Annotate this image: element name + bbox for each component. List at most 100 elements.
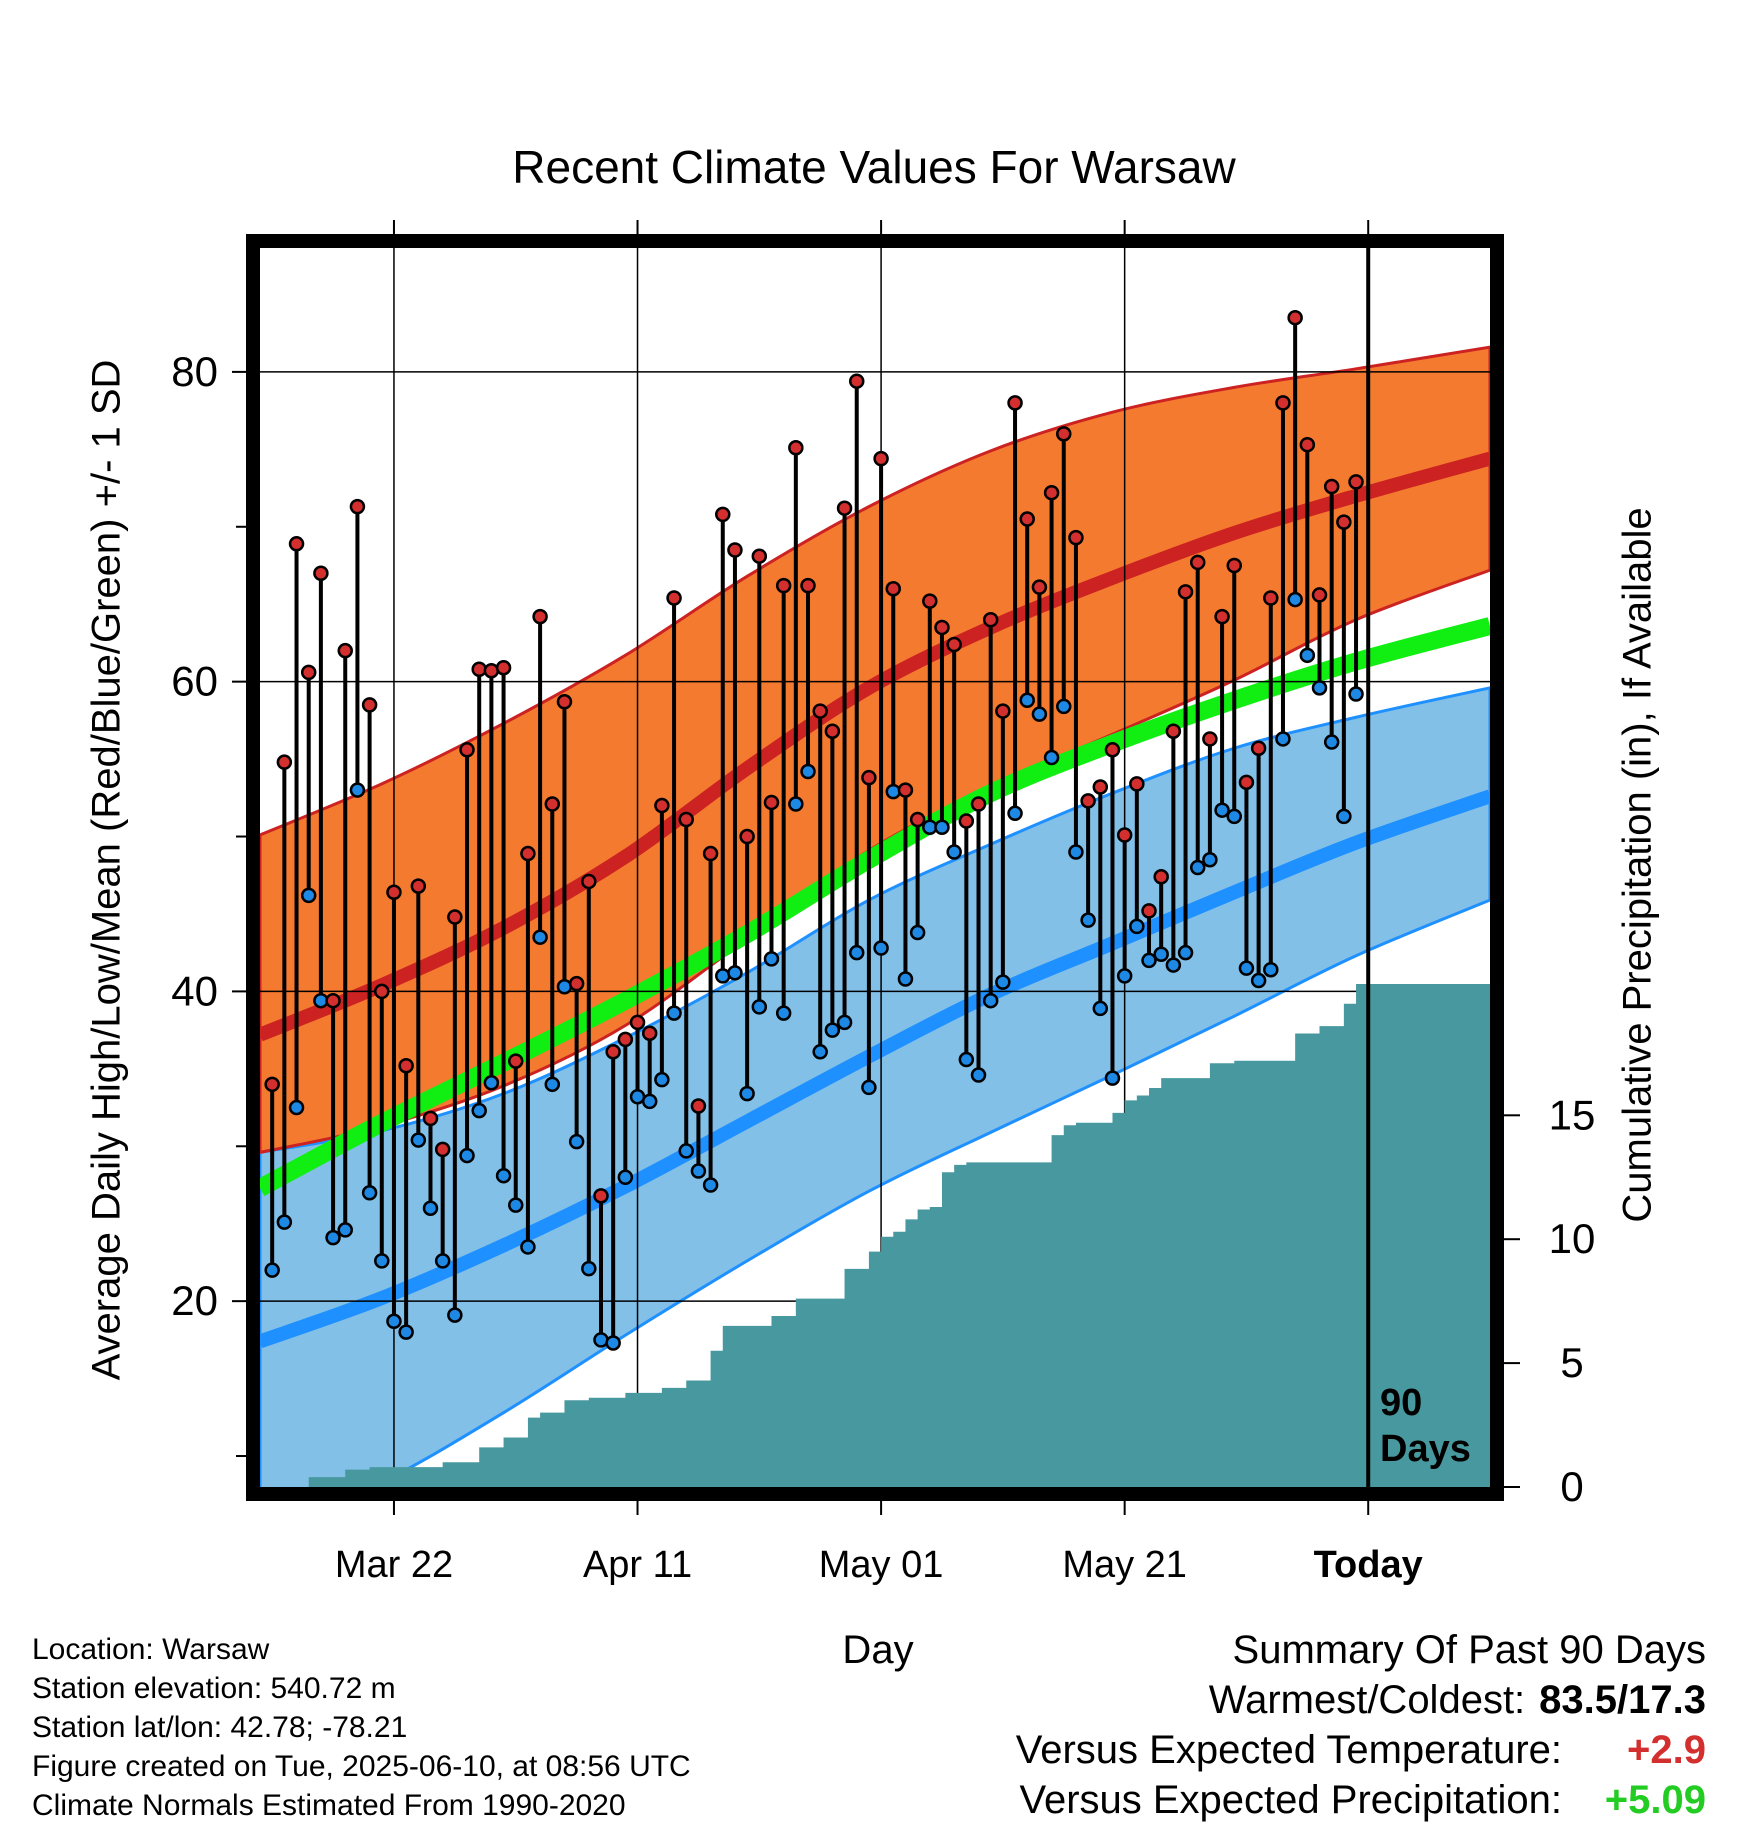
- daily-low-point: [1116, 968, 1133, 984]
- x-tick-label: Today: [1314, 1544, 1423, 1586]
- daily-low-point: [1141, 952, 1157, 969]
- daily-low-point: [982, 992, 999, 1009]
- daily-low-point: [1202, 852, 1218, 868]
- daily-low-point: [775, 1005, 792, 1021]
- x-tick-label: Apr 11: [583, 1544, 692, 1586]
- daily-high-point: [544, 796, 561, 812]
- daily-low-point: [824, 1022, 841, 1038]
- daily-low-point: [605, 1335, 621, 1351]
- daily-low-point: [386, 1313, 402, 1330]
- latlon-text: Station lat/lon: 42.78; -78.21: [32, 1711, 408, 1744]
- daily-high-point: [617, 1031, 634, 1048]
- daily-high-point: [288, 536, 305, 552]
- normals-text: Climate Normals Estimated From 1990-2020: [32, 1789, 626, 1822]
- daily-low-point: [544, 1076, 561, 1093]
- daily-high-point: [995, 703, 1011, 719]
- daily-high-point: [349, 498, 366, 515]
- daily-high-point: [982, 611, 999, 628]
- temp-departure-value: +2.9: [1627, 1728, 1706, 1772]
- summary-precip-row: Versus Expected Precipitation: +5.09: [1016, 1775, 1706, 1825]
- warm-cold-value: 83.5/17.3: [1539, 1678, 1706, 1722]
- daily-high-point: [1165, 723, 1182, 739]
- days-marker-label: 90 Days: [1380, 1380, 1471, 1472]
- daily-high-point: [1104, 742, 1121, 758]
- daily-high-point: [666, 590, 682, 606]
- y-right-tick-label: 10: [1549, 1215, 1596, 1262]
- daily-low-point: [556, 979, 573, 995]
- daily-low-point: [507, 1197, 524, 1213]
- days-marker-word: Days: [1380, 1428, 1471, 1470]
- daily-low-point: [264, 1262, 280, 1278]
- daily-high-point: [1287, 309, 1303, 326]
- daily-high-point: [374, 983, 390, 1000]
- daily-high-point: [483, 663, 500, 679]
- daily-low-point: [1287, 591, 1303, 608]
- daily-low-point: [1031, 706, 1048, 722]
- y-left-tick-label: 20: [171, 1277, 218, 1324]
- daily-high-point: [909, 811, 926, 828]
- summary-temp-row: Versus Expected Temperature: +2.9: [1016, 1725, 1706, 1775]
- daily-high-point: [885, 580, 902, 597]
- daily-high-point: [1153, 869, 1169, 885]
- summary-panel: Summary Of Past 90 Days Warmest/Coldest:…: [1016, 1625, 1706, 1825]
- daily-low-point: [751, 999, 768, 1015]
- daily-high-point: [495, 659, 512, 676]
- daily-low-point: [946, 844, 962, 860]
- daily-high-point: [824, 723, 841, 739]
- daily-low-point: [715, 968, 731, 984]
- daily-low-point: [836, 1014, 853, 1031]
- daily-low-point: [788, 796, 804, 812]
- temp-departure-label: Versus Expected Temperature:: [1015, 1728, 1562, 1772]
- station-info: Location: Warsaw Station elevation: 540.…: [32, 1630, 691, 1825]
- daily-high-point: [775, 577, 792, 594]
- daily-high-point: [1263, 590, 1279, 606]
- daily-low-point: [873, 940, 889, 956]
- daily-low-point: [459, 1147, 475, 1164]
- x-tick-label: May 01: [819, 1544, 944, 1586]
- daily-high-point: [556, 694, 573, 710]
- daily-high-point: [934, 619, 950, 636]
- daily-high-point: [897, 782, 914, 798]
- daily-high-point: [325, 992, 341, 1009]
- plot-frame: [246, 234, 1504, 1501]
- daily-high-point: [459, 742, 475, 758]
- daily-high-point: [690, 1098, 707, 1114]
- daily-low-point: [970, 1067, 987, 1083]
- daily-low-point: [909, 924, 926, 941]
- daily-low-point: [1311, 680, 1328, 696]
- daily-low-point: [1299, 647, 1316, 664]
- daily-low-point: [1068, 844, 1084, 860]
- daily-high-point: [1336, 514, 1352, 530]
- y-right-tick-label: 5: [1560, 1339, 1583, 1386]
- daily-high-point: [1348, 474, 1364, 490]
- precip-area: [260, 983, 1490, 1487]
- normal-high-line: [260, 451, 1490, 1042]
- created-text: Figure created on Tue, 2025-06-10, at 08…: [32, 1750, 691, 1783]
- daily-high-point: [678, 811, 694, 828]
- daily-low-point: [349, 782, 366, 798]
- days-marker-number: 90: [1380, 1382, 1423, 1424]
- daily-low-point: [1263, 961, 1279, 978]
- daily-high-point: [654, 797, 670, 814]
- daily-low-point: [410, 1132, 427, 1148]
- daily-low-point: [958, 1051, 975, 1068]
- daily-high-point: [386, 884, 402, 901]
- daily-high-point: [970, 796, 987, 812]
- daily-low-point: [495, 1167, 512, 1184]
- daily-high-point: [1275, 395, 1291, 411]
- daily-high-point: [1323, 478, 1340, 495]
- daily-low-point: [654, 1071, 670, 1088]
- daily-low-point: [276, 1214, 293, 1230]
- daily-low-point: [581, 1260, 597, 1277]
- daily-high-point: [1226, 557, 1243, 574]
- daily-high-point: [1068, 529, 1084, 546]
- precip-departure-value: +5.09: [1604, 1778, 1706, 1822]
- daily-high-point: [520, 845, 536, 862]
- daily-high-point: [361, 697, 378, 713]
- daily-low-point: [398, 1324, 414, 1340]
- daily-high-point: [434, 1141, 451, 1158]
- daily-high-point: [300, 664, 317, 681]
- daily-low-point: [1214, 802, 1230, 818]
- summary-warm-cold-row: Warmest/Coldest: 83.5/17.3: [1016, 1675, 1706, 1725]
